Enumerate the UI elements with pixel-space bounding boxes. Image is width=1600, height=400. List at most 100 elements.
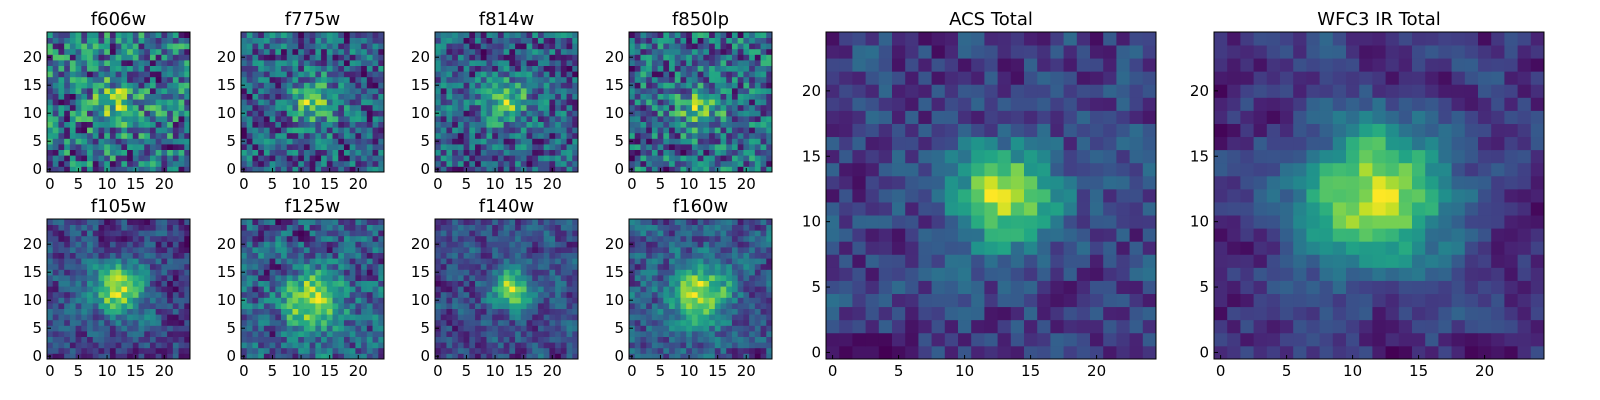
heatmap-cell [292,219,299,225]
heatmap-cell [709,263,716,270]
heatmap-cell [560,32,567,38]
heatmap-cell [749,297,756,304]
heatmap-cell [87,291,94,298]
heatmap-cell [332,275,339,281]
heatmap-cell [435,160,442,167]
heatmap-cell [241,76,248,83]
heatmap-cell [486,219,493,225]
heatmap-cell [275,132,282,139]
heatmap-cell [497,93,505,100]
heatmap-cell [75,224,82,231]
heatmap-cell [75,54,82,61]
heatmap-cell [469,155,476,162]
heatmap-cell [520,54,527,61]
heatmap-cell [275,258,282,265]
heatmap-cell [657,32,664,38]
heatmap-cell [132,241,139,248]
heatmap-cell [726,71,733,78]
heatmap-cell [709,297,716,304]
heatmap-cell [241,48,248,55]
y-tick-label: 15 [23,76,42,94]
heatmap-cell [640,37,647,44]
heatmap-cell [691,331,699,337]
heatmap-cell [161,247,168,253]
heatmap-cell [749,331,756,337]
heatmap-cell [497,263,505,270]
x-tick-label: 5 [268,362,278,380]
heatmap-cell [349,308,356,315]
heatmap-cell [520,219,527,225]
heatmap-cell [749,121,756,128]
heatmap-cell [555,76,562,83]
heatmap-cell [469,280,476,287]
heatmap-cell [309,110,316,117]
heatmap-cell [303,331,311,337]
heatmap-cell [475,82,482,89]
heatmap-cell [697,291,704,298]
heatmap-cell [378,43,385,50]
heatmap-cell [486,353,493,360]
heatmap-cell [737,104,744,111]
heatmap-cell [263,224,270,231]
heatmap-cell [167,71,174,78]
heatmap-cell [321,166,328,173]
heatmap-cell [372,43,379,50]
heatmap-cell [731,275,739,281]
heatmap-cell [566,138,573,145]
heatmap-cell [298,325,305,332]
heatmap-cell [144,219,151,225]
heatmap-cell [69,269,76,276]
heatmap-cell [640,60,647,66]
heatmap-cell [338,342,345,349]
heatmap-cell [349,297,356,304]
heatmap-cell [167,252,174,259]
heatmap-cell [663,263,670,270]
heatmap-cell [332,286,339,293]
heatmap-cell [246,48,253,55]
heatmap-cell [343,336,351,343]
heatmap-cell [47,247,54,253]
heatmap-cell [760,76,767,83]
heatmap-cell [132,82,139,89]
heatmap-cell [172,263,179,270]
heatmap-cell [503,144,510,150]
heatmap-cell [492,121,499,128]
heatmap-cell [178,325,185,332]
y-tick-label: 15 [217,76,236,94]
heatmap-cell [726,336,733,343]
heatmap-cell [709,121,716,128]
heatmap-cell [149,319,157,326]
heatmap-cell [184,54,191,61]
heatmap-cell [749,54,756,61]
heatmap-cell [686,319,693,326]
heatmap-cell [549,82,556,89]
heatmap-cell [640,138,647,145]
heatmap-cell [657,54,664,61]
heatmap-cell [155,291,162,298]
heatmap-cell [52,88,59,94]
heatmap-cell [263,230,270,237]
heatmap-cell [298,138,305,145]
heatmap-cell [127,230,134,237]
heatmap-cell [754,65,761,72]
heatmap-cell [703,269,710,276]
heatmap-cell [629,76,636,83]
heatmap-cell [743,331,750,337]
heatmap-cell [555,37,562,44]
heatmap-cell [469,93,476,100]
heatmap-cell [144,297,151,304]
heatmap-cell [634,160,641,167]
heatmap-cell [663,166,670,173]
heatmap-cell [435,48,442,55]
heatmap-cell [657,347,664,354]
heatmap-cell [98,263,105,270]
heatmap-cell [121,224,128,231]
heatmap-cell [555,138,562,145]
heatmap-cell [121,71,128,78]
heatmap-cell [709,138,716,145]
heatmap-cell [634,353,641,360]
heatmap-cell [75,132,82,139]
heatmap-cell [115,32,122,38]
heatmap-cell [121,336,128,343]
heatmap-cell [104,121,111,128]
